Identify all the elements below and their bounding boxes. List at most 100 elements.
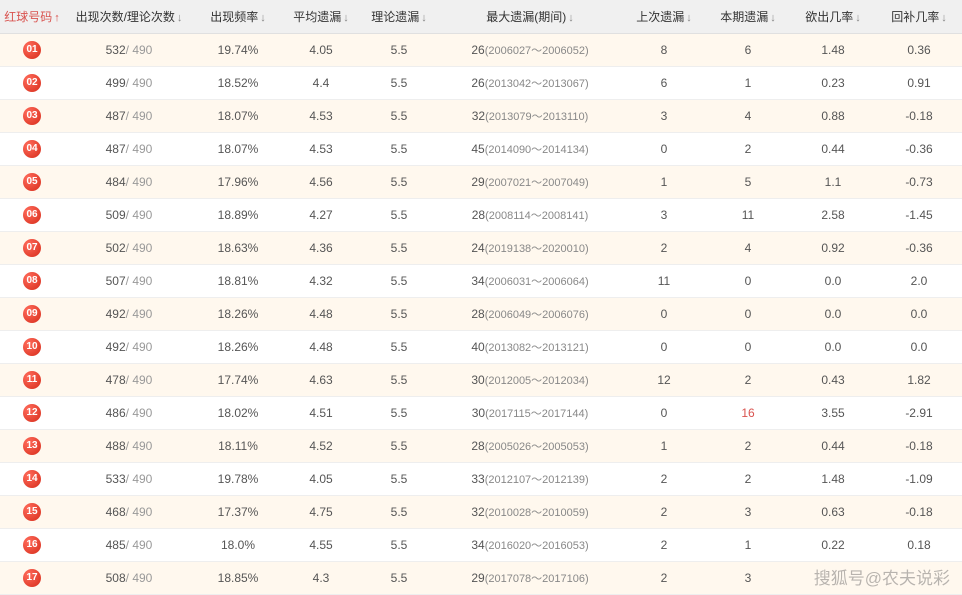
cell-curr-miss: 6 xyxy=(706,34,790,67)
cell-out-rate: 0.23 xyxy=(790,67,876,100)
col-header-3[interactable]: 平均遗漏↓ xyxy=(282,0,360,34)
col-header-4[interactable]: 理论遗漏↓ xyxy=(360,0,438,34)
red-ball-icon: 04 xyxy=(23,140,41,158)
cell-max-miss: 45(2014090～2014134) xyxy=(438,133,622,166)
cell-comp-rate: -0.36 xyxy=(876,232,962,265)
table-row: 10492/ 49018.26%4.485.540(2013082～201312… xyxy=(0,331,962,364)
col-header-1[interactable]: 出现次数/理论次数↓ xyxy=(64,0,194,34)
cell-theory-miss: 5.5 xyxy=(360,562,438,595)
cell-ball: 05 xyxy=(0,166,64,199)
count-theory: / 490 xyxy=(126,340,153,354)
cell-comp-rate: 0.0 xyxy=(876,331,962,364)
cell-count: 487/ 490 xyxy=(64,133,194,166)
sort-arrow-icon: ↓ xyxy=(855,12,861,24)
cell-theory-miss: 5.5 xyxy=(360,166,438,199)
cell-count: 499/ 490 xyxy=(64,67,194,100)
count-actual: 509 xyxy=(106,208,126,222)
cell-last-miss: 1 xyxy=(622,166,706,199)
cell-curr-miss: 2 xyxy=(706,430,790,463)
max-miss-value: 26 xyxy=(471,43,484,57)
col-header-7[interactable]: 本期遗漏↓ xyxy=(706,0,790,34)
count-actual: 488 xyxy=(106,439,126,453)
cell-curr-miss: 2 xyxy=(706,364,790,397)
count-theory: / 490 xyxy=(126,373,153,387)
cell-freq: 18.02% xyxy=(194,397,282,430)
count-actual: 502 xyxy=(106,241,126,255)
cell-avg-miss: 4.05 xyxy=(282,34,360,67)
count-theory: / 490 xyxy=(126,43,153,57)
max-miss-value: 33 xyxy=(471,472,484,486)
col-header-label: 上次遗漏 xyxy=(636,10,684,24)
col-header-5[interactable]: 最大遗漏(期间)↓ xyxy=(438,0,622,34)
cell-theory-miss: 5.5 xyxy=(360,529,438,562)
cell-freq: 17.96% xyxy=(194,166,282,199)
max-miss-period: (2012005～2012034) xyxy=(485,375,589,387)
count-theory: / 490 xyxy=(126,76,153,90)
col-header-6[interactable]: 上次遗漏↓ xyxy=(622,0,706,34)
cell-max-miss: 32(2013079～2013110) xyxy=(438,100,622,133)
cell-curr-miss: 4 xyxy=(706,100,790,133)
cell-avg-miss: 4.51 xyxy=(282,397,360,430)
cell-max-miss: 30(2017115～2017144) xyxy=(438,397,622,430)
col-header-0[interactable]: 红球号码↑ xyxy=(0,0,64,34)
cell-avg-miss: 4.27 xyxy=(282,199,360,232)
count-actual: 492 xyxy=(106,307,126,321)
col-header-2[interactable]: 出现频率↓ xyxy=(194,0,282,34)
stats-table: 红球号码↑出现次数/理论次数↓出现频率↓平均遗漏↓理论遗漏↓最大遗漏(期间)↓上… xyxy=(0,0,962,595)
cell-ball: 08 xyxy=(0,265,64,298)
cell-last-miss: 2 xyxy=(622,232,706,265)
max-miss-value: 28 xyxy=(472,208,485,222)
red-ball-icon: 11 xyxy=(23,371,41,389)
cell-avg-miss: 4.3 xyxy=(282,562,360,595)
max-miss-value: 34 xyxy=(471,274,484,288)
count-actual: 492 xyxy=(106,340,126,354)
red-ball-icon: 14 xyxy=(23,470,41,488)
cell-ball: 12 xyxy=(0,397,64,430)
cell-comp-rate: -2.91 xyxy=(876,397,962,430)
cell-count: 508/ 490 xyxy=(64,562,194,595)
cell-count: 502/ 490 xyxy=(64,232,194,265)
red-ball-icon: 05 xyxy=(23,173,41,191)
sort-arrow-icon: ↓ xyxy=(770,12,776,24)
cell-count: 533/ 490 xyxy=(64,463,194,496)
sort-arrow-icon: ↓ xyxy=(421,12,427,24)
cell-avg-miss: 4.52 xyxy=(282,430,360,463)
max-miss-period: (2006027～2006052) xyxy=(485,45,589,57)
cell-theory-miss: 5.5 xyxy=(360,496,438,529)
count-theory: / 490 xyxy=(126,538,153,552)
cell-freq: 18.52% xyxy=(194,67,282,100)
cell-last-miss: 2 xyxy=(622,496,706,529)
col-header-label: 欲出几率 xyxy=(805,10,853,24)
col-header-label: 出现次数/理论次数 xyxy=(76,10,175,24)
col-header-8[interactable]: 欲出几率↓ xyxy=(790,0,876,34)
cell-ball: 01 xyxy=(0,34,64,67)
max-miss-value: 45 xyxy=(471,142,484,156)
cell-out-rate: 3.55 xyxy=(790,397,876,430)
cell-comp-rate: 0.36 xyxy=(876,34,962,67)
col-header-label: 回补几率 xyxy=(891,10,939,24)
cell-avg-miss: 4.05 xyxy=(282,463,360,496)
cell-avg-miss: 4.36 xyxy=(282,232,360,265)
cell-max-miss: 28(2006049～2006076) xyxy=(438,298,622,331)
max-miss-period: (2012107～2012139) xyxy=(485,474,589,486)
max-miss-value: 24 xyxy=(471,241,484,255)
cell-out-rate: 0.63 xyxy=(790,496,876,529)
cell-theory-miss: 5.5 xyxy=(360,34,438,67)
count-theory: / 490 xyxy=(126,406,153,420)
cell-curr-miss: 2 xyxy=(706,133,790,166)
max-miss-period: (2010028～2010059) xyxy=(485,507,589,519)
cell-out-rate: 0.88 xyxy=(790,100,876,133)
cell-max-miss: 28(2005026～2005053) xyxy=(438,430,622,463)
cell-comp-rate: -0.36 xyxy=(876,133,962,166)
red-ball-icon: 01 xyxy=(23,41,41,59)
cell-theory-miss: 5.5 xyxy=(360,463,438,496)
red-ball-icon: 15 xyxy=(23,503,41,521)
col-header-9[interactable]: 回补几率↓ xyxy=(876,0,962,34)
max-miss-period: (2016020～2016053) xyxy=(485,540,589,552)
cell-count: 488/ 490 xyxy=(64,430,194,463)
cell-out-rate: 0.44 xyxy=(790,430,876,463)
cell-avg-miss: 4.48 xyxy=(282,331,360,364)
cell-out-rate: 0.43 xyxy=(790,364,876,397)
count-actual: 499 xyxy=(106,76,126,90)
cell-ball: 03 xyxy=(0,100,64,133)
